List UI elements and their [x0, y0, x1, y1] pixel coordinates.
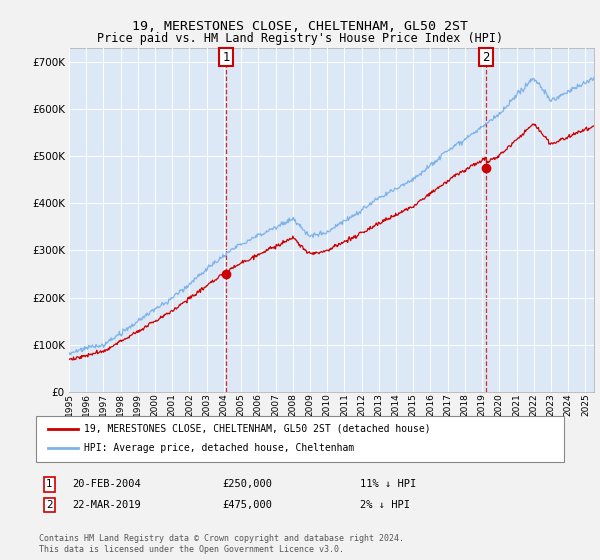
Text: This data is licensed under the Open Government Licence v3.0.: This data is licensed under the Open Gov… — [39, 545, 344, 554]
Text: 2: 2 — [482, 50, 490, 63]
Text: 2% ↓ HPI: 2% ↓ HPI — [360, 500, 410, 510]
Text: Contains HM Land Registry data © Crown copyright and database right 2024.: Contains HM Land Registry data © Crown c… — [39, 534, 404, 543]
Text: 19, MERESTONES CLOSE, CHELTENHAM, GL50 2ST: 19, MERESTONES CLOSE, CHELTENHAM, GL50 2… — [132, 20, 468, 32]
Text: 22-MAR-2019: 22-MAR-2019 — [72, 500, 141, 510]
Text: Price paid vs. HM Land Registry's House Price Index (HPI): Price paid vs. HM Land Registry's House … — [97, 32, 503, 45]
Text: £250,000: £250,000 — [222, 479, 272, 489]
Text: HPI: Average price, detached house, Cheltenham: HPI: Average price, detached house, Chel… — [84, 443, 354, 453]
Text: 1: 1 — [46, 479, 53, 489]
Text: 1: 1 — [223, 50, 230, 63]
Text: 11% ↓ HPI: 11% ↓ HPI — [360, 479, 416, 489]
Text: 20-FEB-2004: 20-FEB-2004 — [72, 479, 141, 489]
Text: 19, MERESTONES CLOSE, CHELTENHAM, GL50 2ST (detached house): 19, MERESTONES CLOSE, CHELTENHAM, GL50 2… — [84, 424, 431, 434]
Text: £475,000: £475,000 — [222, 500, 272, 510]
Text: 2: 2 — [46, 500, 53, 510]
